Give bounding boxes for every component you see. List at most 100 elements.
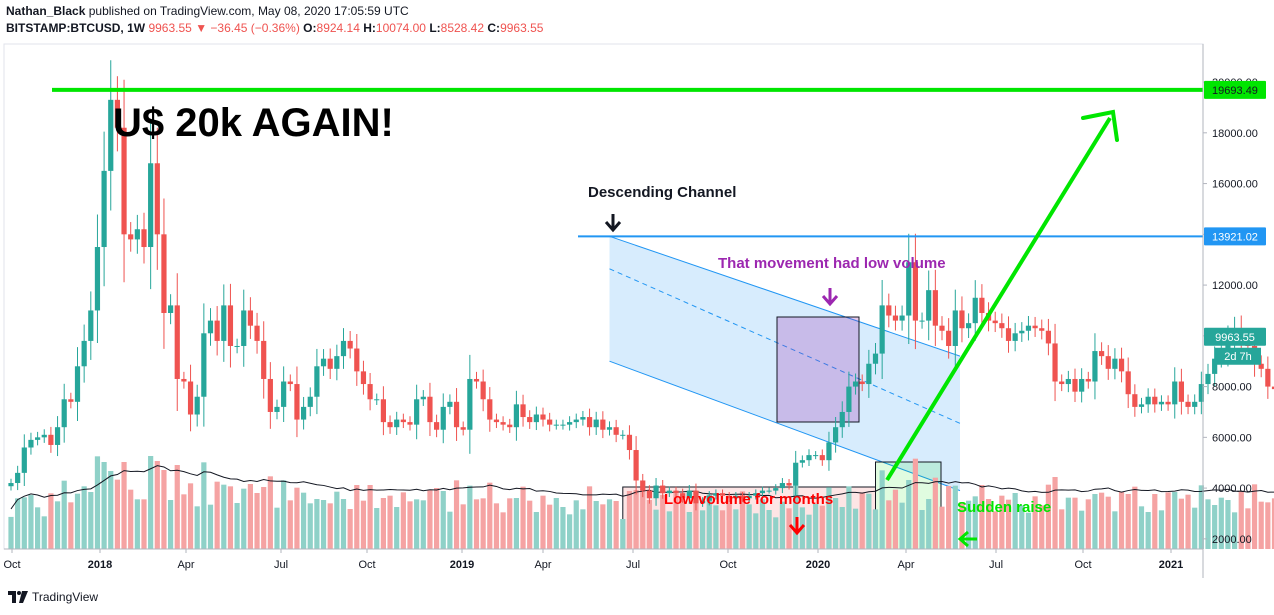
volume-bar [753,513,759,549]
candle-body [74,366,81,402]
volume-ma-line [10,465,1274,510]
volume-bar [447,511,453,549]
channel-down-arrow-icon-head [604,221,622,233]
price-change: −36.45 (−0.36%) [210,21,300,35]
candle-body [573,419,579,423]
volume-bar [1005,499,1012,549]
candle-body [553,424,559,426]
candle-body [48,434,54,445]
candle-body [819,455,825,461]
candle-body [1185,401,1191,407]
candle-body [28,439,34,448]
author-name[interactable]: Nathan_Black [6,4,86,18]
volume-bar [985,499,992,549]
volume-bar [8,516,14,549]
volume-bar [473,499,480,549]
volume-bar [819,505,825,549]
time-tick-label: 2020 [806,559,830,571]
low-label: L: [429,21,441,35]
candle-body [966,323,972,329]
candle-body [613,427,619,435]
candle-body [493,419,500,423]
tradingview-logo-icon [8,591,28,603]
candle-body [307,396,313,407]
low-volume-move-annotation: That movement had low volume [718,255,946,272]
volume-bar [1132,486,1138,549]
close-value: 9963.55 [500,21,544,35]
volume-bar [114,479,120,549]
candle-body [540,414,546,420]
price-tick-label: 4000.00 [1212,483,1252,495]
candle-body [141,229,147,248]
candle-body [88,310,94,341]
price-tick-label: 2000.00 [1212,534,1252,546]
candle-body [992,320,998,324]
volume-bar [187,483,194,549]
volume-bar [493,503,500,549]
candle-body [533,414,539,423]
candle-body [467,378,473,430]
volume-bar [234,503,240,549]
candle-body [1059,381,1065,385]
descending-channel [609,236,960,491]
candle-body [207,320,214,334]
volume-bar [786,508,792,549]
volume-bar [1271,498,1274,549]
volume-bar [141,499,147,549]
candle-body [8,483,14,487]
candle-body [919,320,925,322]
candle-body [15,472,21,484]
volume-bar [1232,512,1238,549]
volume-bar [15,498,21,549]
volume-bar [434,488,440,549]
volume-bar [547,504,553,549]
volume-bar [540,495,546,549]
volume-bar [54,501,61,549]
volume-bar [739,491,746,549]
candle-body [320,358,327,367]
volume-bar [1158,510,1165,549]
volume-bar [733,509,739,549]
headline-annotation: U$ 20k AGAIN! [113,101,394,145]
candle-body [1178,381,1184,402]
candle-body [380,399,386,423]
target-arrow-head-icon [1081,109,1119,142]
footer-brand[interactable]: TradingView [32,590,99,604]
volume-bar [726,496,732,549]
time-tick-label: Oct [1074,559,1091,571]
volume-bar [174,465,180,549]
volume-bar [460,504,466,549]
volume-bar [68,502,74,549]
volume-bar [1205,499,1211,549]
candle-body [786,483,792,486]
volume-bar [194,506,200,549]
volume-bar [1192,507,1198,549]
volume-bar [380,498,386,549]
price-tick-label: 12000.00 [1212,280,1258,292]
time-tick-label: Oct [358,559,375,571]
candle-body [41,434,47,438]
candle-body [254,325,260,341]
candle-body [400,419,406,423]
volume-bar [646,500,652,549]
volume-bar [700,510,706,549]
high-label: H: [363,21,376,35]
candle-body [227,305,234,346]
candle-body [340,340,347,357]
candle-body [473,378,480,382]
candle-body [168,305,174,313]
candle-body [94,247,101,311]
volume-bar [513,498,519,549]
time-tick-label: 2021 [1159,559,1183,571]
volume-bar [354,485,360,549]
volume-bar [719,510,726,549]
volume-bar [254,493,260,549]
volume-bar [593,501,599,549]
published-text: published on TradingView.com, May 08, 20… [88,4,409,18]
candle-body [161,234,167,313]
volume-bar [101,462,107,549]
volume-bar [507,498,513,549]
volume-bar [1138,506,1145,549]
volume-bar [600,504,606,549]
